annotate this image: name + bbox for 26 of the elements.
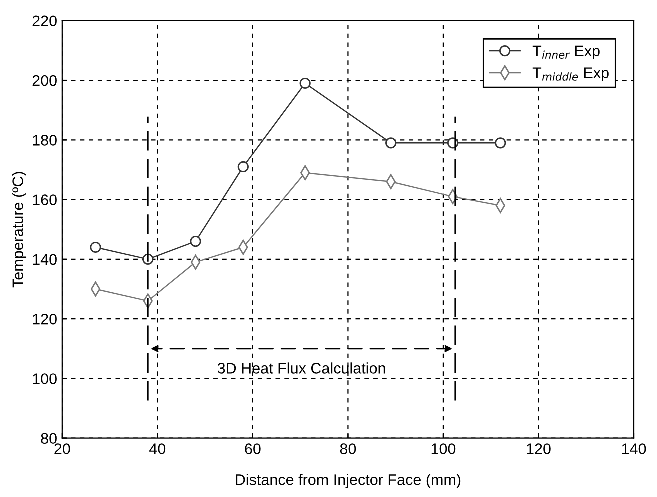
point [190, 236, 202, 248]
point [90, 242, 102, 254]
x-tick-label: 140 [622, 444, 646, 454]
annotation: 3D Heat Flux Calculation [218, 362, 386, 374]
y-tick-label: 220 [32, 16, 57, 27]
point [386, 138, 397, 149]
point [238, 161, 249, 173]
legend-label: T$_{inner}$ Exp [532, 46, 600, 60]
y-tick-label: 140 [33, 254, 57, 266]
point [300, 78, 311, 90]
x-tick-label: 100 [432, 444, 456, 454]
y-tick-label: 200 [32, 75, 57, 86]
x-tick-label: 40 [150, 444, 166, 454]
y-tick-label: 160 [33, 194, 57, 206]
x-tick-label: 60 [245, 444, 261, 454]
legend-label: T$_{middle}$ Exp [532, 68, 609, 82]
x-tick-label: 80 [340, 444, 356, 454]
y-tick-label: 120 [33, 314, 57, 325]
point [495, 138, 506, 149]
x-tick-label: 20 [54, 444, 70, 454]
y-axis-title: Temperature (ºC) [12, 172, 27, 288]
y-tick-label: 80 [41, 433, 57, 444]
y-tick-label: 100 [33, 374, 57, 384]
x-axis-title: Distance from Injector Face (mm) [236, 474, 461, 488]
x-tick-label: 120 [527, 444, 551, 454]
y-tick-label: 180 [33, 135, 57, 146]
